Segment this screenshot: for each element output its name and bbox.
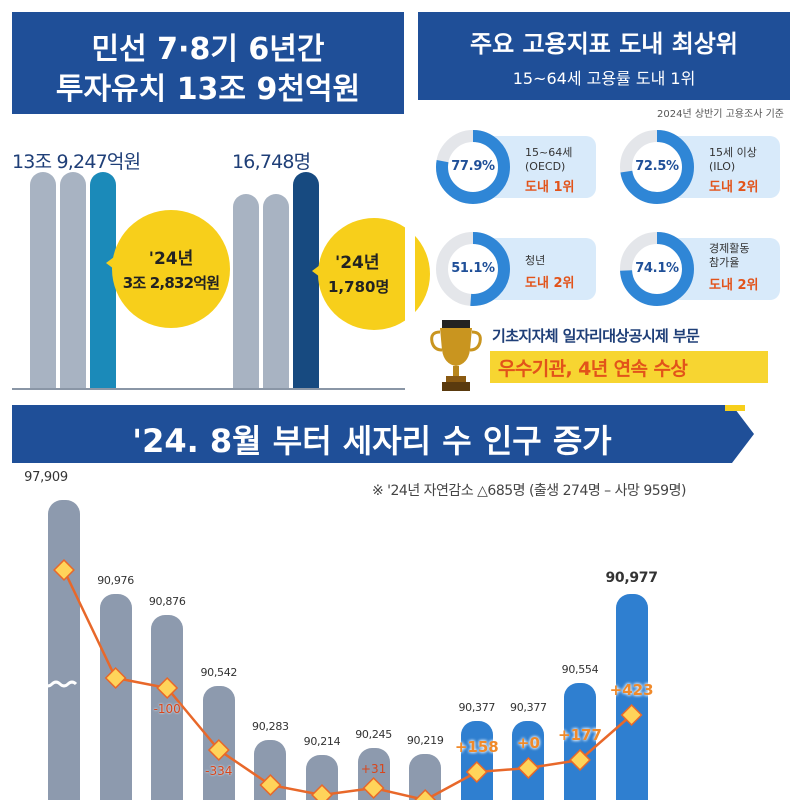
donut-desc-1a: 15~64세 (525, 146, 573, 159)
donut-card-1: 77.9% 15~64세 (OECD) 도내 1위 (428, 122, 596, 210)
population-value-label: 97,909 (24, 470, 68, 485)
jobs-bar-2 (263, 194, 289, 388)
change-marker (414, 789, 437, 800)
population-value-label: 90,977 (605, 570, 658, 587)
population-value-label: 90,554 (561, 663, 599, 677)
donut-rank-2: 도내 2위 (709, 180, 759, 195)
population-title-banner (12, 405, 732, 463)
invest-bar-2 (60, 172, 86, 388)
donut-desc-2b: (ILO) (709, 160, 736, 173)
change-label: -334 (205, 764, 233, 778)
change-label: -100 (153, 702, 181, 716)
population-bar-9 (460, 720, 493, 800)
award-line1: 기초지자체 일자리대상공시제 부문 (492, 327, 700, 345)
population-bar-1 (48, 500, 80, 800)
employment-title: 주요 고용지표 도내 최상위 (470, 30, 738, 58)
donut-chart-1 (436, 130, 510, 204)
invest-bar-3 (90, 172, 116, 388)
donut-chart-2 (620, 130, 694, 204)
award-line2: 우수기관, 4년 연속 수상 (498, 358, 688, 380)
change-marker (465, 761, 488, 783)
donut-desc-4a: 경제활동 (709, 242, 750, 255)
change-marker (104, 667, 127, 689)
change-marker (53, 559, 75, 581)
population-value-label: 90,219 (406, 733, 444, 747)
change-marker (259, 774, 282, 796)
population-value-label: 90,245 (355, 728, 392, 742)
jobs-bar-3 (293, 172, 319, 388)
employment-title-banner (418, 12, 790, 100)
invest-baseline (12, 388, 405, 390)
population-value-label: 90,377 (458, 700, 496, 714)
donut-desc-2a: 15세 이상 (709, 146, 757, 159)
donut-chart-4 (620, 232, 694, 306)
change-marker (207, 739, 230, 761)
change-label: +31 (360, 762, 387, 776)
invest-bubble-year: '24년 (148, 249, 194, 269)
change-marker (517, 757, 540, 779)
donut-pct-4: 74.1% (635, 261, 679, 276)
population-value-label: 90,214 (303, 734, 341, 748)
invest-2024-bubble (112, 210, 230, 328)
population-bar-11 (564, 683, 596, 800)
axis-break-mark (34, 680, 78, 688)
jobs-bar-1 (233, 194, 259, 388)
population-title: '24. 8월 부터 세자리 수 인구 증가 (132, 422, 612, 460)
employment-source-note: 2024년 상반기 고용조사 기준 (657, 109, 784, 120)
jobs-bubble-pointer (312, 262, 324, 280)
population-value-label: 90,377 (510, 700, 547, 714)
change-marker (620, 704, 643, 726)
invest-title-banner (12, 12, 404, 114)
jobs-total-label: 16,748명 (232, 151, 311, 173)
population-banner-accent (725, 405, 745, 411)
invest-bubble-amount: 3조 2,832억원 (122, 274, 220, 292)
jobs-bubble-amount: 1,780명 (328, 278, 390, 296)
jobs-bubble-year: '24년 (335, 253, 380, 273)
invest-bubble-pointer (106, 254, 118, 272)
donut-card-3: 51.1% 청년 도내 2위 (428, 224, 596, 312)
donut-chart-3 (436, 232, 510, 306)
invest-title-line1: 민선 7·8기 6년간 (91, 32, 325, 67)
invest-bar-1 (30, 172, 56, 388)
donut-rank-4: 도내 2위 (709, 278, 759, 293)
donut-pct-1: 77.9% (451, 159, 495, 174)
change-label: +0 (516, 734, 540, 752)
change-label: +158 (454, 738, 499, 756)
invest-title-line2: 투자유치 13조 9천억원 (55, 72, 361, 107)
donut-pct-2: 72.5% (635, 159, 679, 174)
population-bar-2 (99, 594, 132, 800)
donut-pct-3: 51.1% (451, 261, 495, 276)
change-marker (569, 749, 591, 771)
invest-total-label: 13조 9,247억원 (12, 151, 141, 173)
change-marker (156, 677, 179, 699)
donut-desc-3a: 청년 (525, 254, 546, 267)
award-highlight (490, 351, 768, 383)
donut-rank-3: 도내 2위 (525, 276, 575, 291)
population-note: ※ '24년 자연감소 △685명 (출생 274명 – 사망 959명) (372, 483, 686, 499)
change-marker (362, 777, 385, 799)
population-bar-12 (615, 594, 648, 800)
donut-desc-1b: (OECD) (525, 160, 566, 173)
change-label: +423 (609, 681, 654, 699)
population-value-label: 90,976 (97, 574, 134, 588)
population-value-label: 90,876 (148, 595, 186, 609)
population-value-label: 90,542 (200, 665, 238, 679)
donut-card-4: 74.1% 경제활동 참가율 도내 2위 (612, 224, 780, 312)
change-label: +177 (558, 726, 602, 744)
population-value-label: 90,283 (252, 720, 289, 734)
trophy-icon (430, 320, 482, 391)
population-bar-3 (151, 615, 184, 800)
employment-subtitle: 15~64세 고용률 도내 1위 (512, 69, 696, 88)
population-banner-tip (732, 405, 754, 463)
donut-card-2: 72.5% 15세 이상 (ILO) 도내 2위 (612, 122, 780, 210)
donut-rank-1: 도내 1위 (525, 180, 575, 195)
donut-desc-4b: 참가율 (709, 256, 740, 269)
